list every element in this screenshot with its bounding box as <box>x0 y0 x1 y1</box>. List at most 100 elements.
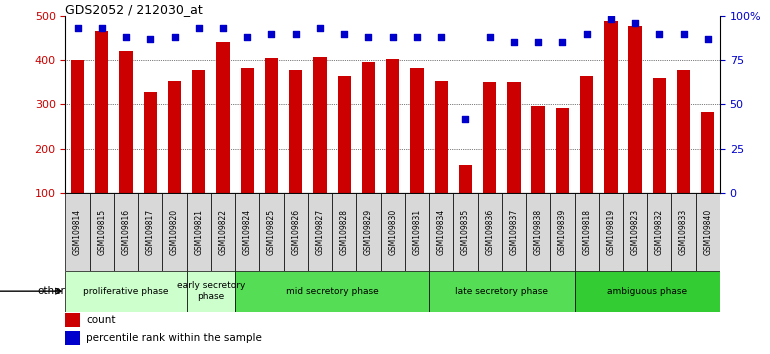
Bar <box>459 165 472 193</box>
Bar <box>186 193 211 271</box>
Point <box>701 36 714 42</box>
Text: early secretory
phase: early secretory phase <box>176 281 245 301</box>
Text: count: count <box>86 315 115 325</box>
Bar <box>604 21 618 193</box>
Text: GSM109819: GSM109819 <box>606 209 615 255</box>
Bar <box>677 70 690 193</box>
Point <box>387 34 399 40</box>
Bar <box>429 271 574 312</box>
Bar <box>648 193 671 271</box>
Bar <box>186 271 235 312</box>
Text: GSM109825: GSM109825 <box>267 209 276 255</box>
Point <box>144 36 156 42</box>
Bar <box>265 58 278 193</box>
Text: GSM109831: GSM109831 <box>413 209 421 255</box>
Text: GDS2052 / 212030_at: GDS2052 / 212030_at <box>65 3 203 16</box>
Bar <box>696 193 720 271</box>
Text: percentile rank within the sample: percentile rank within the sample <box>86 333 262 343</box>
Bar <box>556 108 569 193</box>
Bar <box>216 41 229 193</box>
Text: GSM109833: GSM109833 <box>679 209 688 255</box>
Text: proliferative phase: proliferative phase <box>83 287 169 296</box>
Text: GSM109824: GSM109824 <box>243 209 252 255</box>
Bar <box>65 313 80 327</box>
Bar <box>211 193 235 271</box>
Bar <box>235 193 259 271</box>
Point <box>484 34 496 40</box>
Bar <box>380 193 405 271</box>
Text: GSM109827: GSM109827 <box>316 209 324 255</box>
Text: ambiguous phase: ambiguous phase <box>608 287 688 296</box>
Text: GSM109830: GSM109830 <box>388 209 397 255</box>
Text: GSM109840: GSM109840 <box>703 209 712 255</box>
Text: GSM109820: GSM109820 <box>170 209 179 255</box>
Bar <box>192 70 206 193</box>
Point <box>678 31 690 36</box>
Text: GSM109834: GSM109834 <box>437 209 446 255</box>
Point <box>120 34 132 40</box>
Point <box>363 34 375 40</box>
Bar <box>580 76 594 193</box>
Bar <box>162 193 186 271</box>
Bar <box>89 193 114 271</box>
Bar <box>362 62 375 193</box>
Text: GSM109816: GSM109816 <box>122 209 131 255</box>
Bar <box>653 78 666 193</box>
Point <box>532 40 544 45</box>
Text: GSM109838: GSM109838 <box>534 209 543 255</box>
Text: GSM109826: GSM109826 <box>291 209 300 255</box>
Point <box>653 31 665 36</box>
Text: GSM109837: GSM109837 <box>510 209 518 255</box>
Bar <box>551 193 574 271</box>
Bar <box>671 193 696 271</box>
Bar <box>701 112 715 193</box>
Bar <box>114 193 138 271</box>
Point <box>314 25 326 31</box>
Point <box>410 34 423 40</box>
Text: mid secretory phase: mid secretory phase <box>286 287 379 296</box>
Bar <box>599 193 623 271</box>
Point <box>459 116 471 121</box>
Text: other: other <box>38 286 65 296</box>
Point <box>95 25 108 31</box>
Point <box>169 34 181 40</box>
Bar <box>65 331 80 345</box>
Text: GSM109835: GSM109835 <box>461 209 470 255</box>
Point <box>192 25 205 31</box>
Bar <box>623 193 648 271</box>
Bar <box>483 82 497 193</box>
Bar <box>332 193 357 271</box>
Text: GSM109823: GSM109823 <box>631 209 640 255</box>
Bar <box>308 193 332 271</box>
Bar <box>65 271 186 312</box>
Bar <box>628 25 641 193</box>
Point <box>338 31 350 36</box>
Point <box>241 34 253 40</box>
Bar <box>357 193 380 271</box>
Bar <box>410 68 424 193</box>
Bar <box>235 271 429 312</box>
Text: GSM109836: GSM109836 <box>485 209 494 255</box>
Bar <box>259 193 283 271</box>
Text: GSM109829: GSM109829 <box>364 209 373 255</box>
Bar <box>502 193 526 271</box>
Point <box>217 25 229 31</box>
Bar <box>434 81 448 193</box>
Point <box>629 20 641 26</box>
Bar <box>405 193 429 271</box>
Point <box>290 31 302 36</box>
Point <box>507 40 520 45</box>
Text: GSM109815: GSM109815 <box>97 209 106 255</box>
Bar <box>95 32 109 193</box>
Bar <box>65 193 89 271</box>
Bar <box>71 60 84 193</box>
Point <box>581 31 593 36</box>
Text: GSM109828: GSM109828 <box>340 209 349 255</box>
Bar <box>138 193 162 271</box>
Text: GSM109832: GSM109832 <box>654 209 664 255</box>
Text: GSM109822: GSM109822 <box>219 209 227 255</box>
Bar <box>119 51 132 193</box>
Point <box>72 25 84 31</box>
Text: GSM109839: GSM109839 <box>558 209 567 255</box>
Bar <box>507 82 521 193</box>
